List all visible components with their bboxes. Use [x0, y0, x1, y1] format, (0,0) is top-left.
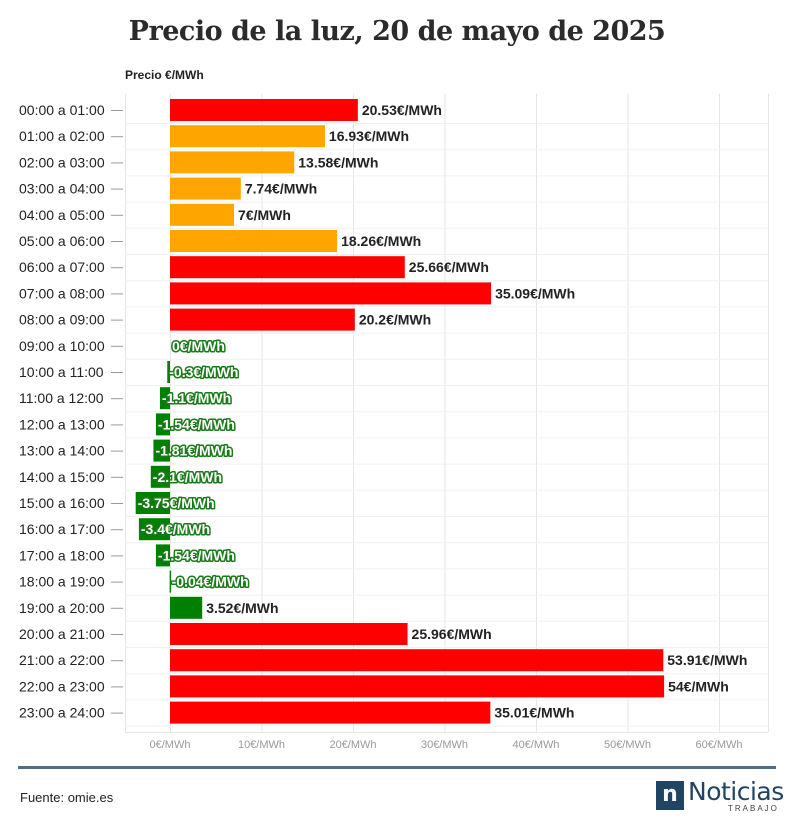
bar [170, 125, 325, 148]
category-label: 18:00 a 19:00 [19, 574, 105, 590]
bar [169, 570, 172, 593]
bar-value-label: 53.91€/MWh [667, 652, 747, 668]
category-label: 05:00 a 06:00 [19, 233, 105, 249]
bar [170, 649, 664, 672]
category-label: 06:00 a 07:00 [19, 259, 105, 275]
bar [155, 413, 170, 436]
x-tick-label-10: 10€/MWh [238, 739, 285, 751]
bar-value-label: 25.66€/MWh [409, 259, 489, 275]
bar-value-label: 35.01€/MWh [494, 705, 574, 721]
x-tick-label-30: 30€/MWh [421, 739, 468, 751]
bar [167, 361, 170, 383]
bar [170, 151, 295, 174]
bar-value-label: 25.96€/MWh [412, 626, 492, 642]
category-label: 13:00 a 14:00 [19, 443, 105, 459]
bar-value-label: 20.53€/MWh [362, 102, 442, 118]
category-label: 17:00 a 18:00 [19, 547, 105, 563]
bar [170, 256, 405, 279]
category-label: 00:00 a 01:00 [19, 102, 105, 118]
bar-chart: 0€/MWh 10€/MWh 20€/MWh 30€/MWh 40€/MWh 50€/MW… [19, 94, 769, 751]
x-tick-label-0: 0€/MWh [150, 739, 191, 751]
bar-value-label: -1.81€/MWh [155, 443, 232, 459]
bar-value-label: 54€/MWh [668, 678, 729, 694]
category-label: 09:00 a 10:00 [19, 338, 105, 354]
noticias-trabajo-logo: n Noticias TRABAJO [656, 776, 784, 813]
bar [170, 203, 235, 226]
bar [135, 492, 170, 514]
logo-mark: n [656, 781, 684, 810]
bar [153, 439, 170, 462]
category-label: 15:00 a 16:00 [19, 495, 105, 511]
footer-divider [18, 766, 776, 769]
bar-value-label: 3.52€/MWh [206, 600, 278, 616]
bar [170, 701, 491, 724]
category-label: 22:00 a 23:00 [19, 678, 105, 694]
category-label: 20:00 a 21:00 [19, 626, 105, 642]
source-note: Fuente: omie.es [20, 790, 114, 805]
category-label: 08:00 a 09:00 [19, 312, 105, 328]
category-label: 03:00 a 04:00 [19, 181, 105, 197]
bar [150, 465, 170, 488]
logo-wordmark: Noticias [688, 777, 784, 806]
category-label: 19:00 a 20:00 [19, 600, 105, 616]
category-label: 21:00 a 22:00 [19, 652, 105, 668]
bar-value-label: 13.58€/MWh [298, 154, 378, 170]
bar-value-label: 7.74€/MWh [245, 181, 317, 197]
bar-value-label: 16.93€/MWh [329, 128, 409, 144]
bar-value-label: 18.26€/MWh [341, 233, 421, 249]
logo-mark-letter: n [662, 782, 678, 807]
category-label: 14:00 a 15:00 [19, 469, 105, 485]
bar [170, 230, 338, 252]
category-label: 11:00 a 12:00 [19, 390, 104, 406]
bar-value-label: -0.3€/MWh [169, 364, 238, 380]
bar [170, 675, 665, 698]
logo-subtitle: TRABAJO [728, 804, 779, 813]
category-label: 07:00 a 08:00 [19, 285, 105, 301]
bar-value-label: -2.1€/MWh [153, 469, 222, 485]
bar [138, 518, 170, 541]
bar-value-label: 7€/MWh [238, 207, 291, 223]
bar [159, 387, 170, 410]
bar-value-label: 35.09€/MWh [495, 285, 575, 301]
bar-value-label: -3.4€/MWh [141, 521, 210, 537]
category-label: 10:00 a 11:00 [19, 364, 104, 380]
bar-value-label: -1.54€/MWh [158, 547, 235, 563]
x-tick-label-40: 40€/MWh [512, 739, 559, 751]
category-label: 12:00 a 13:00 [19, 416, 105, 432]
bar-value-label: -1.54€/MWh [158, 416, 235, 432]
category-label: 01:00 a 02:00 [19, 128, 105, 144]
bar [170, 596, 203, 619]
bar [155, 544, 170, 567]
bar-value-label: -3.75€/MWh [138, 495, 215, 511]
category-label: 23:00 a 24:00 [19, 705, 105, 721]
bar [170, 623, 408, 645]
bar-value-label: -1.1€/MWh [162, 390, 231, 406]
x-tick-label-20: 20€/MWh [329, 739, 376, 751]
bar-value-label: -0.04€/MWh [172, 574, 249, 590]
axis-label-y: Precio €/MWh [125, 68, 204, 82]
category-label: 04:00 a 05:00 [19, 207, 105, 223]
bar [170, 308, 355, 331]
bar [170, 282, 492, 305]
category-label: 16:00 a 17:00 [19, 521, 105, 537]
chart-title: Precio de la luz, 20 de mayo de 2025 [128, 16, 666, 47]
bar-value-label: 0€/MWh [172, 338, 225, 354]
x-tick-label-60: 60€/MWh [695, 739, 742, 751]
bar [170, 177, 241, 200]
category-label: 02:00 a 03:00 [19, 154, 105, 170]
x-tick-label-50: 50€/MWh [604, 739, 651, 751]
bar-value-label: 20.2€/MWh [359, 312, 431, 328]
bar [170, 99, 358, 121]
